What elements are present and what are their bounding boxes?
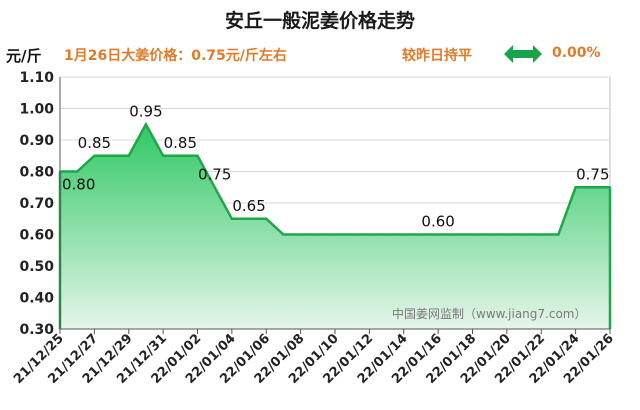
change-percent: 0.00% (552, 45, 601, 61)
data-label: 0.85 (78, 134, 111, 152)
data-point (179, 154, 182, 157)
y-tick-label: 0.50 (19, 259, 54, 275)
y-tick-label: 0.60 (19, 228, 54, 244)
data-point (402, 233, 405, 236)
watermark: 中国姜网监制（www.jiang7.com） (392, 306, 586, 321)
data-point (471, 233, 474, 236)
data-point (299, 233, 302, 236)
chart-title: 安丘一般泥姜价格走势 (224, 10, 415, 32)
data-point (316, 233, 319, 236)
data-point (523, 233, 526, 236)
data-label: 0.65 (232, 197, 265, 215)
data-point (609, 186, 611, 189)
double-arrow-icon (504, 45, 542, 63)
compare-label: 较昨日持平 (402, 48, 472, 64)
data-point (162, 154, 165, 157)
y-tick-label: 0.70 (19, 196, 54, 212)
data-point (282, 233, 285, 236)
data-point (230, 217, 233, 220)
data-point (540, 233, 543, 236)
data-point (437, 233, 440, 236)
y-axis-unit: 元/斤 (6, 47, 42, 65)
data-label: 0.85 (164, 134, 197, 152)
data-point (144, 123, 147, 126)
y-tick-label: 1.10 (19, 70, 54, 86)
data-point (351, 233, 354, 236)
data-point (76, 170, 79, 173)
data-point (196, 154, 199, 157)
data-label: 0.95 (129, 102, 162, 120)
data-point (591, 186, 594, 189)
y-tick-label: 1.00 (19, 102, 54, 118)
data-point (505, 233, 508, 236)
data-point (127, 154, 130, 157)
data-point (334, 233, 336, 236)
data-point (265, 217, 268, 220)
data-point (248, 217, 251, 220)
data-label: 0.60 (421, 213, 454, 231)
data-point (385, 233, 388, 236)
data-point (488, 233, 491, 236)
y-tick-label: 0.90 (19, 133, 54, 149)
data-label: 0.75 (198, 165, 231, 183)
data-point (93, 154, 96, 157)
data-point (557, 233, 560, 236)
data-point (110, 154, 113, 157)
price-summary: 1月26日大姜价格：0.75元/斤左右 (64, 48, 287, 64)
y-tick-label: 0.40 (19, 291, 54, 307)
data-label: 0.75 (576, 165, 609, 183)
data-label: 0.80 (62, 176, 95, 194)
data-point (574, 186, 577, 189)
y-tick-label: 0.30 (19, 322, 54, 338)
y-tick-label: 0.80 (19, 165, 54, 181)
data-point (419, 233, 422, 236)
data-point (213, 186, 216, 189)
series-area (60, 124, 610, 329)
data-point (454, 233, 457, 236)
data-point (368, 233, 371, 236)
